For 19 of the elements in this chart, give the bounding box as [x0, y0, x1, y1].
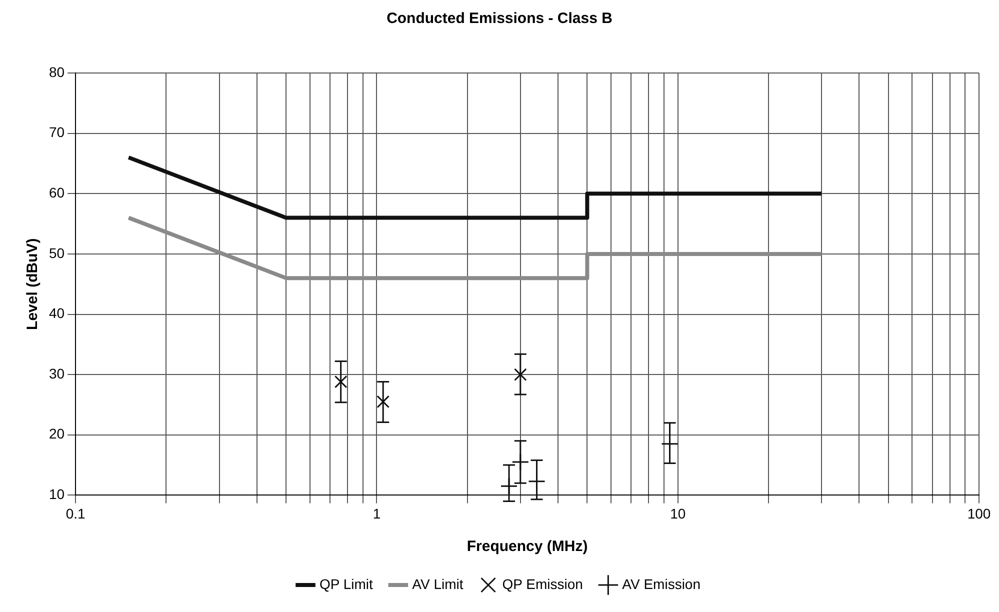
- y-axis-title: Level (dBuV): [24, 238, 42, 330]
- x-tick-label: 0.1: [66, 505, 86, 522]
- legend-label: QP Limit: [320, 576, 374, 592]
- y-tick-label: 70: [48, 124, 65, 140]
- y-tick-label: 80: [48, 64, 65, 80]
- x-tick-label: 10: [670, 505, 686, 522]
- legend-label: AV Limit: [412, 576, 464, 592]
- x-axis-title: Frequency (MHz): [466, 538, 588, 556]
- y-tick-label: 40: [48, 305, 65, 322]
- y-tick-label: 30: [48, 365, 65, 382]
- legend-label: AV Emission: [622, 576, 701, 592]
- x-tick-label: 100: [967, 505, 991, 522]
- y-tick-label: 10: [48, 486, 65, 502]
- x-tick-label: 1: [372, 505, 381, 522]
- y-tick-label: 20: [48, 426, 65, 442]
- legend-label: QP Emission: [502, 576, 583, 592]
- chart-title: Conducted Emissions - Class B: [386, 10, 613, 28]
- y-tick-label: 50: [48, 244, 65, 261]
- y-tick-label: 60: [48, 184, 65, 200]
